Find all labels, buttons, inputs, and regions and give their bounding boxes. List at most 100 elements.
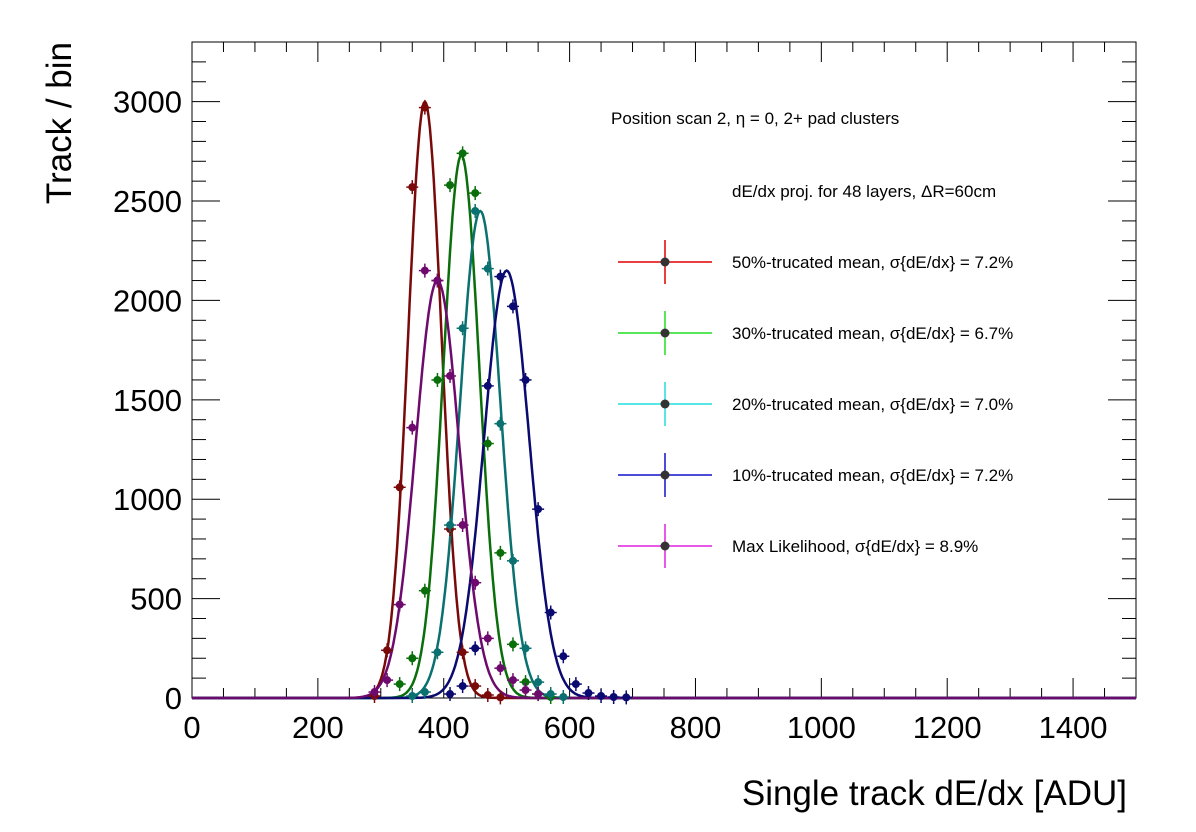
data-point bbox=[506, 553, 519, 568]
point-marker bbox=[395, 600, 404, 609]
data-point bbox=[469, 186, 482, 201]
data-point bbox=[532, 675, 545, 690]
point-marker bbox=[559, 693, 568, 702]
data-point bbox=[494, 545, 507, 560]
data-point bbox=[456, 146, 469, 161]
legend-label: Max Likelihood, σ{dE/dx} = 8.9% bbox=[732, 537, 978, 556]
series-curve bbox=[192, 279, 1136, 700]
point-marker bbox=[420, 586, 429, 595]
y-tick-label: 3000 bbox=[113, 85, 182, 120]
point-marker bbox=[521, 678, 530, 687]
data-point bbox=[620, 690, 633, 705]
y-axis-title: Track / bin bbox=[40, 42, 79, 204]
point-marker bbox=[420, 266, 429, 275]
annotation-projection: dE/dx proj. for 48 layers, ΔR=60cm bbox=[732, 182, 996, 201]
data-point bbox=[381, 643, 394, 658]
data-point bbox=[444, 687, 457, 702]
data-point bbox=[544, 605, 557, 620]
point-marker bbox=[483, 634, 492, 643]
legend-marker bbox=[660, 470, 670, 480]
point-marker bbox=[395, 680, 404, 689]
legend-entry: 10%-trucated mean, σ{dE/dx} = 7.2% bbox=[618, 453, 1013, 497]
data-point bbox=[506, 637, 519, 652]
point-marker bbox=[534, 690, 543, 699]
x-tick-label: 200 bbox=[292, 710, 344, 745]
data-point bbox=[418, 583, 431, 598]
point-marker bbox=[483, 439, 492, 448]
legend-label: 50%-trucated mean, σ{dE/dx} = 7.2% bbox=[732, 253, 1013, 272]
data-point bbox=[406, 420, 419, 435]
data-point bbox=[506, 299, 519, 314]
point-marker bbox=[571, 680, 580, 689]
y-tick-label: 2500 bbox=[113, 184, 182, 219]
data-point bbox=[393, 480, 406, 495]
y-tick-label: 2000 bbox=[113, 283, 182, 318]
point-marker bbox=[458, 324, 467, 333]
data-point bbox=[406, 651, 419, 666]
point-marker bbox=[483, 381, 492, 390]
y-tick-label: 500 bbox=[130, 582, 182, 617]
data-point bbox=[481, 688, 494, 703]
data-point bbox=[494, 416, 507, 431]
point-marker bbox=[508, 640, 517, 649]
point-marker bbox=[433, 648, 442, 657]
data-point bbox=[469, 641, 482, 656]
x-tick-label: 400 bbox=[418, 710, 470, 745]
legend-entry: 50%-trucated mean, σ{dE/dx} = 7.2% bbox=[618, 240, 1013, 284]
data-point bbox=[393, 597, 406, 612]
point-marker bbox=[458, 648, 467, 657]
x-tick-label: 0 bbox=[183, 710, 200, 745]
point-marker bbox=[521, 644, 530, 653]
point-marker bbox=[383, 646, 392, 655]
data-point bbox=[418, 100, 431, 115]
point-marker bbox=[559, 652, 568, 661]
point-marker bbox=[471, 206, 480, 215]
data-point bbox=[431, 372, 444, 387]
legend-entry: 30%-trucated mean, σ{dE/dx} = 6.7% bbox=[618, 311, 1013, 355]
legend-label: 30%-trucated mean, σ{dE/dx} = 6.7% bbox=[732, 324, 1013, 343]
data-point bbox=[557, 649, 570, 664]
data-point bbox=[469, 679, 482, 694]
x-tick-label: 1400 bbox=[1039, 710, 1108, 745]
data-point bbox=[519, 683, 532, 698]
annotation-scan: Position scan 2, η = 0, 2+ pad clusters bbox=[611, 109, 899, 128]
point-marker bbox=[534, 678, 543, 687]
data-point bbox=[506, 673, 519, 688]
x-tick-labels: 0 200 400 600 800 1000 1200 1400 bbox=[183, 710, 1107, 745]
data-point bbox=[418, 685, 431, 700]
data-point bbox=[456, 321, 469, 336]
data-point bbox=[431, 273, 444, 288]
point-marker bbox=[609, 693, 618, 702]
point-marker bbox=[446, 181, 455, 190]
data-point bbox=[582, 686, 595, 701]
data-point bbox=[544, 687, 557, 702]
data-point bbox=[469, 575, 482, 590]
data-point bbox=[532, 687, 545, 702]
data-point bbox=[557, 690, 570, 705]
data-point bbox=[431, 645, 444, 660]
point-marker bbox=[446, 371, 455, 380]
data-point bbox=[444, 178, 457, 193]
point-marker bbox=[420, 688, 429, 697]
point-marker bbox=[483, 691, 492, 700]
x-tick-label: 1000 bbox=[787, 710, 856, 745]
y-tick-label: 1000 bbox=[113, 482, 182, 517]
y-tick-labels: 0 500 1000 1500 2000 2500 3000 bbox=[113, 85, 182, 716]
data-point bbox=[469, 203, 482, 218]
legend-marker bbox=[660, 399, 670, 409]
point-marker bbox=[471, 578, 480, 587]
point-marker bbox=[521, 375, 530, 384]
data-point bbox=[494, 661, 507, 676]
point-marker bbox=[458, 521, 467, 530]
data-point bbox=[595, 689, 608, 704]
data-point bbox=[456, 645, 469, 660]
legend-label: 20%-trucated mean, σ{dE/dx} = 7.0% bbox=[732, 395, 1013, 414]
legend-entry: Max Likelihood, σ{dE/dx} = 8.9% bbox=[618, 524, 978, 568]
x-axis-title: Single track dE/dx [ADU] bbox=[742, 774, 1127, 813]
point-marker bbox=[483, 264, 492, 273]
data-point bbox=[481, 378, 494, 393]
data-point bbox=[456, 518, 469, 533]
data-point bbox=[393, 677, 406, 692]
data-point bbox=[494, 690, 507, 705]
